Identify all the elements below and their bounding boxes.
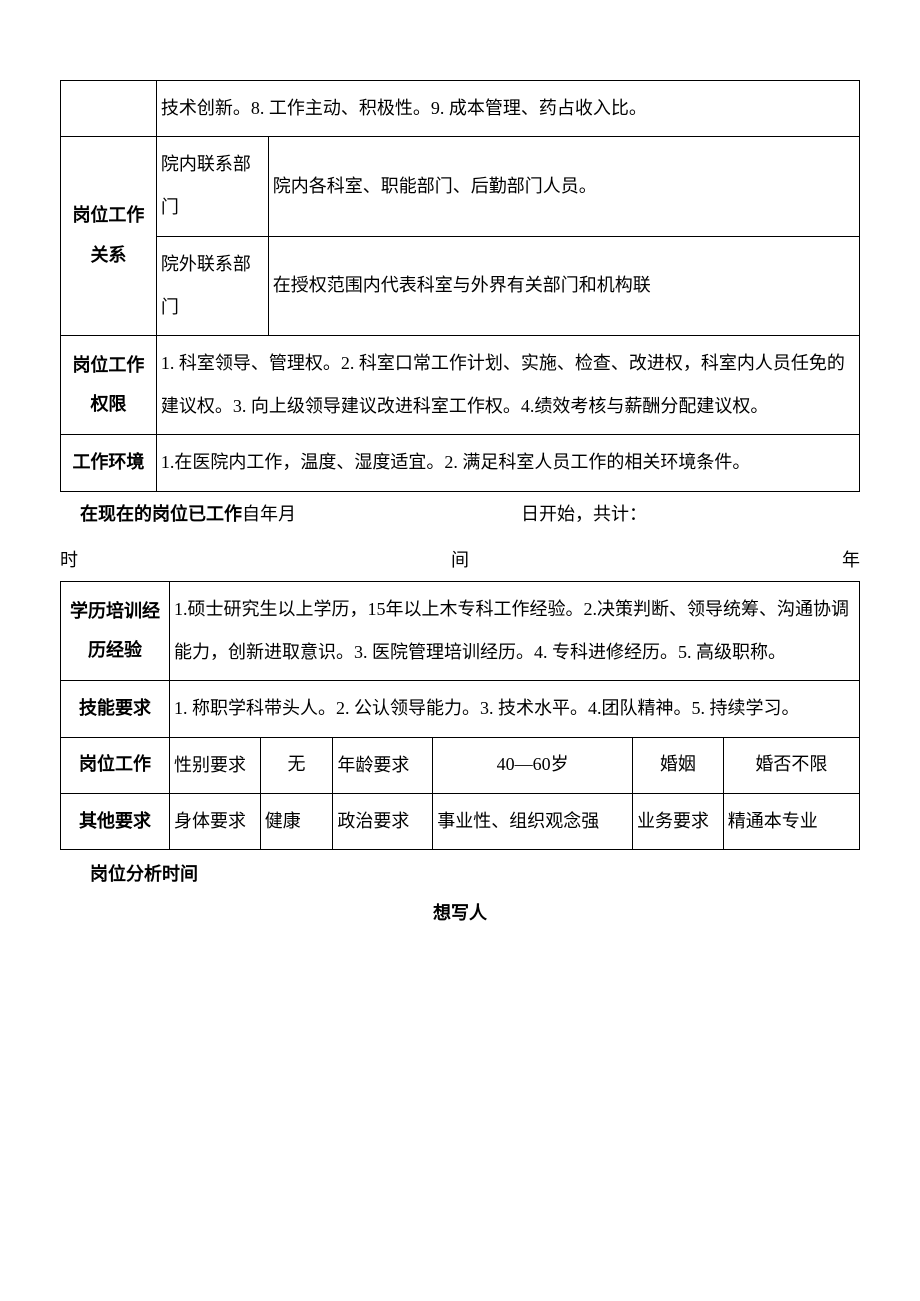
table-row: 岗位工作关系 院内联系部门 院内各科室、职能部门、后勤部门人员。 bbox=[61, 137, 860, 236]
table-row: 岗位工作 性别要求 无 年龄要求 40—60岁 婚姻 婚否不限 bbox=[61, 737, 860, 793]
work-relation-label: 岗位工作关系 bbox=[61, 137, 157, 336]
education-value: 1.硕士研究生以上学历，15年以上木专科工作经验。2.决策判断、领导统筹、沟通协… bbox=[169, 582, 859, 681]
table-row: 技术创新。8. 工作主动、积极性。9. 成本管理、药占收入比。 bbox=[61, 81, 860, 137]
marriage-value: 婚否不限 bbox=[723, 737, 859, 793]
tenure-left: 在现在的岗位已工作 bbox=[80, 504, 242, 524]
internal-dept-label: 院内联系部门 bbox=[156, 137, 268, 236]
table-row: 岗位工作权限 1. 科室领导、管理权。2. 科室口常工作计划、实施、检查、改进权… bbox=[61, 335, 860, 434]
analysis-time-label: 岗位分析时间 bbox=[90, 860, 860, 889]
age-label: 年龄要求 bbox=[333, 737, 433, 793]
table-row: 其他要求 身体要求 健康 政治要求 事业性、组织观念强 业务要求 精通本专业 bbox=[61, 793, 860, 849]
job-spec-table-2: 学历培训经历经验 1.硕士研究生以上学历，15年以上木专科工作经验。2.决策判断… bbox=[60, 581, 860, 850]
internal-dept-value: 院内各科室、职能部门、后勤部门人员。 bbox=[268, 137, 859, 236]
spread-b: 间 bbox=[451, 546, 469, 575]
authority-value: 1. 科室领导、管理权。2. 科室口常工作计划、实施、检查、改进权，科室内人员任… bbox=[156, 335, 859, 434]
innovation-content: 技术创新。8. 工作主动、积极性。9. 成本管理、药占收入比。 bbox=[156, 81, 859, 137]
authority-label: 岗位工作权限 bbox=[61, 335, 157, 434]
env-label: 工作环境 bbox=[61, 435, 157, 491]
skill-label: 技能要求 bbox=[61, 681, 170, 737]
business-label: 业务要求 bbox=[632, 793, 723, 849]
writer-label: 想写人 bbox=[60, 899, 860, 928]
external-dept-value: 在授权范围内代表科室与外界有关部门和机构联 bbox=[268, 236, 859, 335]
education-label: 学历培训经历经验 bbox=[61, 582, 170, 681]
external-dept-label: 院外联系部门 bbox=[156, 236, 268, 335]
skill-value: 1. 称职学科带头人。2. 公认领导能力。3. 技术水平。4.团队精神。5. 持… bbox=[169, 681, 859, 737]
empty-label bbox=[61, 81, 157, 137]
work-req-label: 岗位工作 bbox=[61, 737, 170, 793]
tenure-line: 在现在的岗位已工作自年月 日开始，共计： bbox=[80, 500, 860, 529]
business-value: 精通本专业 bbox=[723, 793, 859, 849]
table-row: 技能要求 1. 称职学科带头人。2. 公认领导能力。3. 技术水平。4.团队精神… bbox=[61, 681, 860, 737]
spread-c: 年 bbox=[842, 546, 860, 575]
age-value: 40—60岁 bbox=[433, 737, 633, 793]
time-spread-line: 时 间 年 bbox=[60, 546, 860, 575]
env-value: 1.在医院内工作，温度、湿度适宜。2. 满足科室人员工作的相关环境条件。 bbox=[156, 435, 859, 491]
gender-label: 性别要求 bbox=[169, 737, 260, 793]
politics-label: 政治要求 bbox=[333, 793, 433, 849]
body-label: 身体要求 bbox=[169, 793, 260, 849]
body-value: 健康 bbox=[260, 793, 333, 849]
gender-value: 无 bbox=[260, 737, 333, 793]
spread-a: 时 bbox=[60, 546, 78, 575]
tenure-mid: 自年月 bbox=[242, 504, 296, 524]
tenure-right: 日开始，共计： bbox=[521, 504, 647, 524]
table-row: 院外联系部门 在授权范围内代表科室与外界有关部门和机构联 bbox=[61, 236, 860, 335]
table-row: 工作环境 1.在医院内工作，温度、湿度适宜。2. 满足科室人员工作的相关环境条件… bbox=[61, 435, 860, 491]
job-spec-table-1: 技术创新。8. 工作主动、积极性。9. 成本管理、药占收入比。 岗位工作关系 院… bbox=[60, 80, 860, 492]
politics-value: 事业性、组织观念强 bbox=[433, 793, 633, 849]
table-row: 学历培训经历经验 1.硕士研究生以上学历，15年以上木专科工作经验。2.决策判断… bbox=[61, 582, 860, 681]
marriage-label: 婚姻 bbox=[632, 737, 723, 793]
other-req-label: 其他要求 bbox=[61, 793, 170, 849]
